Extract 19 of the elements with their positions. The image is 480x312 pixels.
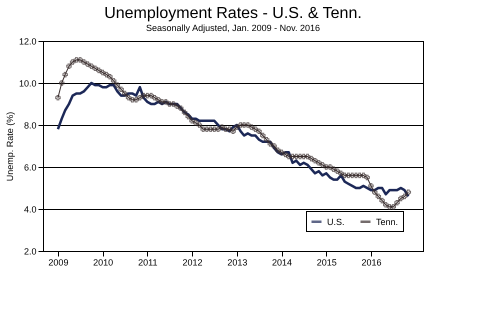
x-tick-label: 2011 xyxy=(138,258,158,268)
x-tick-label: 2009 xyxy=(48,258,68,268)
chart-subtitle: Seasonally Adjusted, Jan. 2009 - Nov. 2016 xyxy=(146,23,320,33)
y-tick-label: 4.0 xyxy=(24,204,36,214)
y-tick-label: 2.0 xyxy=(24,246,36,256)
legend-label: U.S. xyxy=(327,216,345,227)
y-tick-label: 8.0 xyxy=(24,120,36,130)
y-axis-title: Unemp. Rate (%) xyxy=(4,112,15,182)
x-tick-label: 2016 xyxy=(361,258,382,268)
y-tick-label: 12.0 xyxy=(18,36,36,46)
legend-label: Tenn. xyxy=(376,216,398,227)
y-tick-label: 6.0 xyxy=(24,162,36,172)
x-tick-label: 2012 xyxy=(182,258,203,268)
x-tick-label: 2013 xyxy=(227,258,248,268)
chart-title: Unemployment Rates - U.S. & Tenn. xyxy=(104,5,362,22)
x-tick-label: 2010 xyxy=(93,258,114,268)
y-tick-label: 10.0 xyxy=(18,78,36,88)
x-tick-label: 2014 xyxy=(272,258,292,268)
x-tick-label: 2015 xyxy=(316,258,337,268)
